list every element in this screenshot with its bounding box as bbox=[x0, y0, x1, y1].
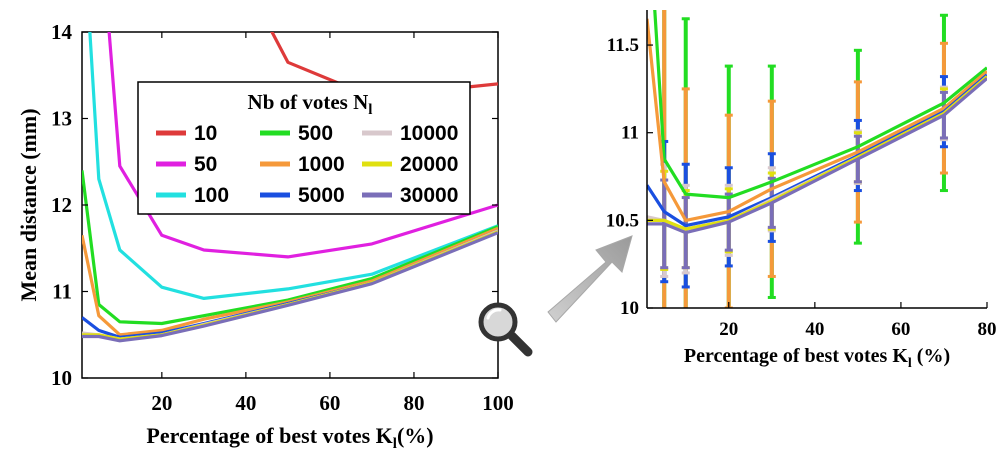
x-tick-label: 60 bbox=[319, 391, 340, 415]
legend-title: Nb of votes Nl bbox=[248, 90, 373, 118]
magnifier-handle bbox=[507, 331, 533, 357]
series-line-500 bbox=[82, 170, 498, 326]
y-tick-label: 11.5 bbox=[607, 35, 639, 56]
legend-label-10: 10 bbox=[194, 122, 217, 145]
x-tick-label: 80 bbox=[403, 391, 424, 415]
x-tick-label: 100 bbox=[482, 391, 514, 415]
series-line-100 bbox=[88, 32, 498, 300]
y-tick-label: 13 bbox=[51, 107, 72, 131]
magnifier-glare bbox=[486, 308, 502, 320]
y-tick-label: 12 bbox=[51, 193, 72, 217]
x-tick-label: 40 bbox=[805, 319, 824, 340]
y-tick-label: 14 bbox=[51, 20, 73, 44]
legend-label-5000: 5000 bbox=[298, 184, 345, 207]
x-tick-label: 60 bbox=[891, 319, 910, 340]
x-tick-label: 20 bbox=[151, 391, 172, 415]
legend-label-100: 100 bbox=[194, 184, 229, 207]
legend-label-20000: 20000 bbox=[400, 153, 458, 176]
series-line-20000 bbox=[647, 75, 987, 231]
right-chart: 10 10.5 11 11.5 20 40 60 80 Percentage of best v… bbox=[606, 10, 997, 371]
series-line-500 bbox=[653, 10, 987, 200]
legend-label-10000: 10000 bbox=[400, 122, 458, 145]
zoom-arrow bbox=[547, 235, 633, 323]
legend-label-500: 500 bbox=[298, 122, 333, 145]
left-chart: 10 11 12 13 14 20 40 60 80 100 Percentage of best … bbox=[16, 20, 514, 452]
legend-box bbox=[137, 81, 471, 215]
legend: Nb of votes Nl 10 50 100 500 1000 5000 10000 200… bbox=[137, 81, 471, 215]
legend-label-1000: 1000 bbox=[298, 153, 345, 176]
legend-label-50: 50 bbox=[194, 153, 217, 176]
series-line-50 bbox=[107, 32, 498, 259]
y-tick-label: 10 bbox=[51, 366, 72, 390]
y-tick-label: 11 bbox=[621, 123, 639, 144]
x-tick-label: 40 bbox=[235, 391, 256, 415]
y-tick-label: 10.5 bbox=[606, 210, 639, 231]
zoom-indicator bbox=[478, 235, 633, 357]
plot-lines bbox=[647, 10, 987, 308]
series-line-5000 bbox=[647, 73, 987, 228]
x-tick-label: 20 bbox=[719, 319, 738, 340]
y-tick-label: 11 bbox=[52, 280, 72, 304]
x-axis-label: Percentage of best votes Kl (%) bbox=[684, 345, 950, 371]
series-line-1000 bbox=[82, 226, 498, 337]
y-axis-label: Mean distance (mm) bbox=[16, 108, 41, 301]
y-tick-label: 10 bbox=[620, 298, 639, 319]
series-line-10000 bbox=[647, 75, 987, 231]
magnifier-icon bbox=[478, 302, 533, 357]
legend-label-30000: 30000 bbox=[400, 184, 458, 207]
x-axis-label: Percentage of best votes Kl(%) bbox=[146, 423, 433, 452]
series-line-30000 bbox=[647, 77, 987, 235]
series-line-1000 bbox=[647, 18, 987, 222]
x-tick-label: 80 bbox=[978, 319, 997, 340]
series-line-30000 bbox=[82, 231, 498, 343]
plot-lines bbox=[82, 32, 498, 343]
